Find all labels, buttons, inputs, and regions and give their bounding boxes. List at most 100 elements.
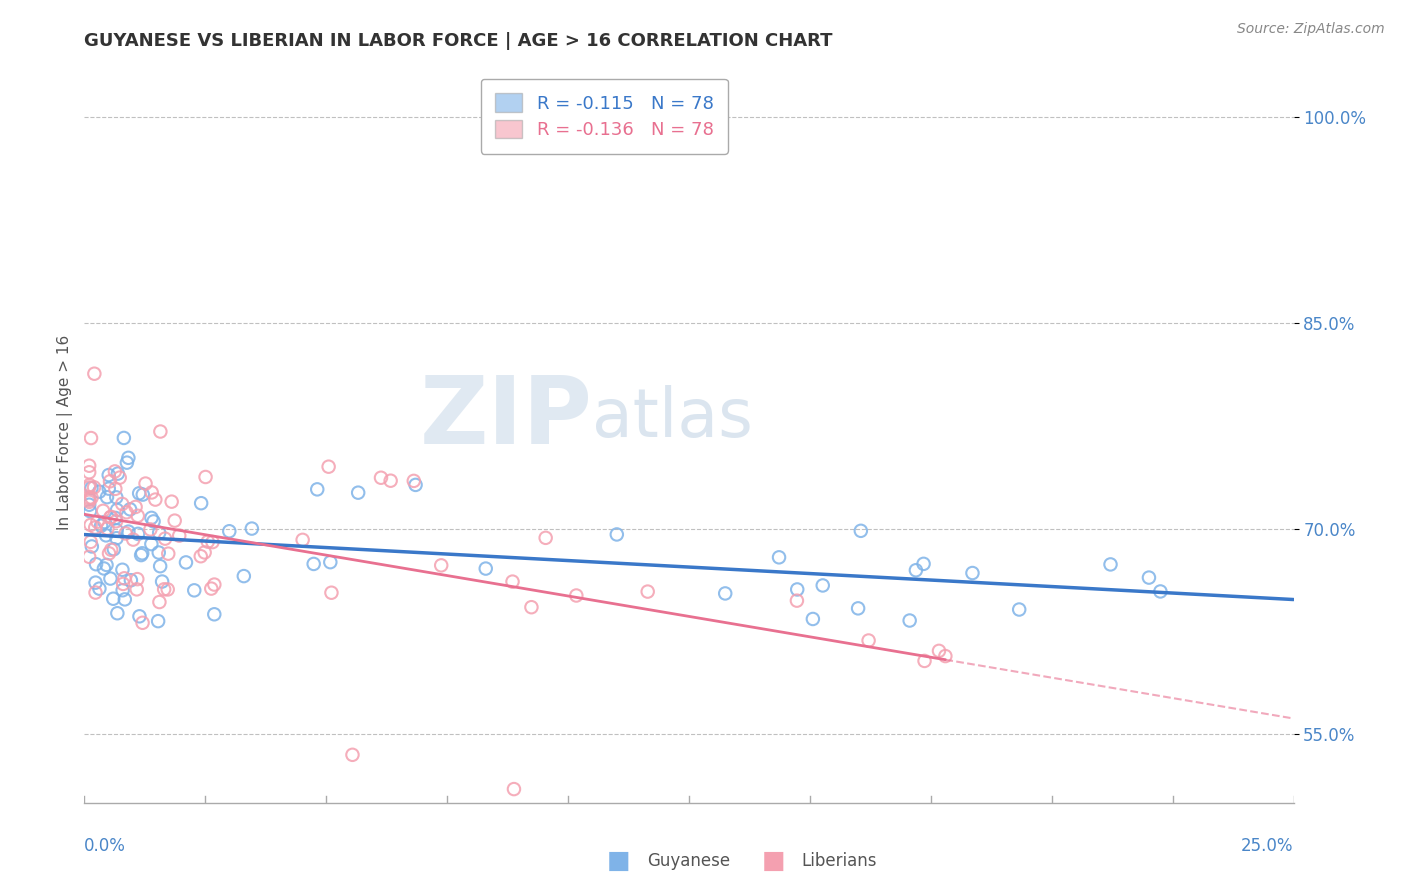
- Point: [898, 614, 921, 628]
- Point: [80, 540, 103, 554]
- Point: [93, 515, 115, 529]
- Point: [124, 500, 146, 514]
- Point: [105, 514, 128, 528]
- Point: [111, 563, 134, 577]
- Text: ■: ■: [607, 849, 630, 872]
- Point: [79, 517, 101, 532]
- Point: [148, 525, 170, 540]
- Text: GUYANESE VS LIBERIAN IN LABOR FORCE | AGE > 16 CORRELATION CHART: GUYANESE VS LIBERIAN IN LABOR FORCE | AG…: [84, 32, 832, 50]
- Point: [90, 518, 112, 533]
- Text: Liberians: Liberians: [801, 852, 877, 870]
- Point: [291, 533, 314, 547]
- Point: [904, 563, 927, 577]
- Point: [77, 498, 100, 512]
- Point: [202, 607, 225, 622]
- Point: [190, 549, 212, 564]
- Point: [111, 583, 134, 598]
- Point: [142, 515, 165, 529]
- Point: [105, 491, 128, 505]
- Point: [430, 558, 453, 573]
- Point: [103, 591, 125, 606]
- Point: [122, 533, 145, 547]
- Point: [858, 633, 880, 648]
- Point: [132, 487, 155, 501]
- Point: [849, 524, 872, 538]
- Text: ZIP: ZIP: [419, 372, 592, 464]
- Point: [98, 546, 121, 560]
- Point: [80, 481, 103, 495]
- Point: [79, 504, 101, 518]
- Point: [801, 612, 824, 626]
- Point: [93, 561, 115, 575]
- Point: [77, 480, 100, 494]
- Point: [1008, 602, 1031, 616]
- Point: [370, 471, 392, 485]
- Point: [127, 572, 149, 586]
- Point: [139, 523, 162, 537]
- Point: [174, 555, 197, 569]
- Point: [200, 582, 222, 596]
- Point: [80, 491, 103, 505]
- Point: [190, 496, 212, 510]
- Point: [520, 600, 543, 615]
- Point: [637, 584, 659, 599]
- Point: [148, 545, 170, 559]
- Point: [127, 526, 149, 541]
- Point: [380, 474, 402, 488]
- Point: [503, 782, 526, 797]
- Point: [606, 527, 628, 541]
- Point: [153, 532, 176, 546]
- Text: atlas: atlas: [592, 384, 754, 450]
- Point: [80, 431, 103, 445]
- Point: [768, 550, 790, 565]
- Point: [502, 574, 524, 589]
- Point: [565, 589, 588, 603]
- Point: [117, 524, 139, 539]
- Point: [232, 569, 254, 583]
- Point: [148, 595, 170, 609]
- Point: [1137, 571, 1160, 585]
- Point: [100, 572, 122, 586]
- Point: [157, 547, 180, 561]
- Point: [105, 503, 128, 517]
- Point: [474, 561, 496, 575]
- Point: [143, 492, 166, 507]
- Point: [201, 535, 224, 549]
- Point: [141, 537, 163, 551]
- Text: Guyanese: Guyanese: [647, 852, 730, 870]
- Point: [150, 574, 173, 589]
- Text: 25.0%: 25.0%: [1241, 837, 1294, 855]
- Point: [153, 582, 176, 597]
- Point: [402, 474, 425, 488]
- Point: [120, 502, 142, 516]
- Point: [77, 495, 100, 509]
- Point: [914, 654, 936, 668]
- Point: [77, 465, 100, 479]
- Point: [115, 505, 138, 519]
- Point: [117, 450, 139, 465]
- Point: [302, 557, 325, 571]
- Point: [141, 511, 163, 525]
- Text: Source: ZipAtlas.com: Source: ZipAtlas.com: [1237, 22, 1385, 37]
- Point: [120, 573, 142, 587]
- Point: [167, 528, 190, 542]
- Point: [928, 644, 950, 658]
- Point: [77, 491, 100, 505]
- Point: [846, 601, 869, 615]
- Point: [84, 558, 107, 572]
- Point: [307, 483, 329, 497]
- Point: [97, 468, 120, 483]
- Point: [79, 534, 101, 549]
- Point: [321, 585, 343, 599]
- Point: [91, 504, 114, 518]
- Point: [83, 367, 105, 381]
- Point: [104, 482, 127, 496]
- Point: [79, 478, 101, 492]
- Point: [98, 475, 121, 489]
- Legend: R = -0.115   N = 78, R = -0.136   N = 78: R = -0.115 N = 78, R = -0.136 N = 78: [481, 78, 728, 153]
- Point: [105, 606, 128, 620]
- Point: [127, 508, 149, 523]
- Point: [96, 490, 118, 504]
- Point: [84, 520, 107, 534]
- Point: [103, 542, 125, 557]
